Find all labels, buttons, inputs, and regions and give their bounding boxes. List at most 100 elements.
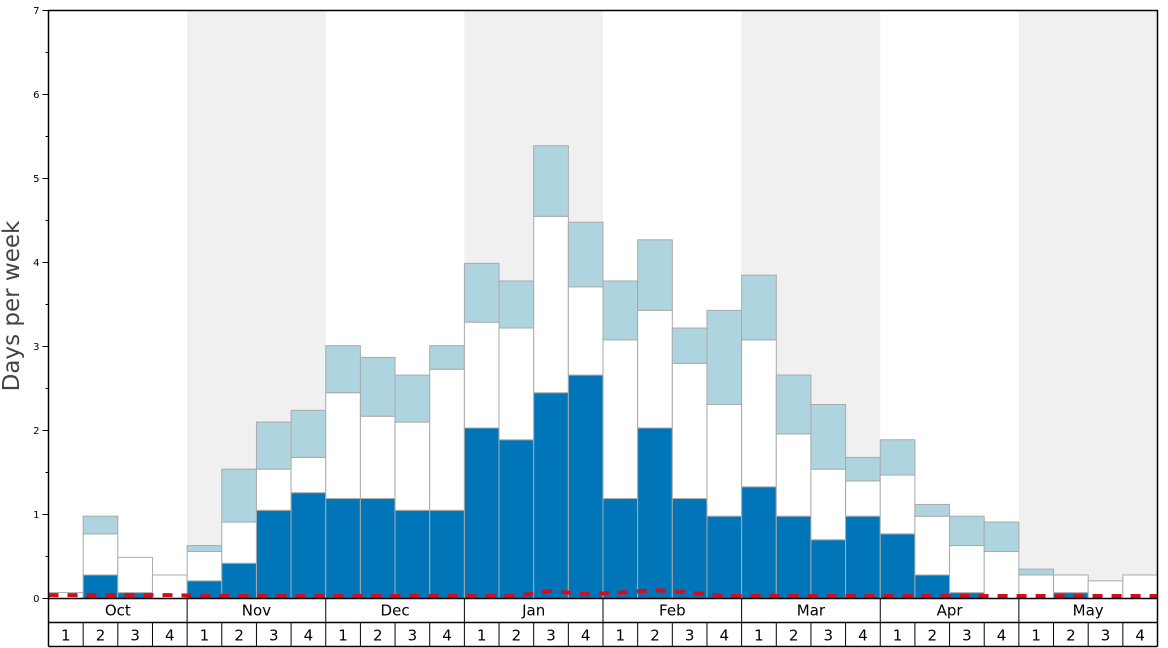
bar-segment-dark xyxy=(602,498,639,600)
bar-segment-white xyxy=(359,415,396,500)
bar-segment-white xyxy=(325,392,361,500)
bar-segment-light xyxy=(498,280,535,329)
bar-segment-light xyxy=(671,327,708,364)
bar-segment-dark xyxy=(845,515,881,599)
bar-segment-dark xyxy=(671,498,708,600)
y-axis-label: Days per week xyxy=(0,220,25,391)
bar-segment-white xyxy=(290,456,327,494)
bar-segment-white xyxy=(637,309,673,429)
bar-segment-dark xyxy=(810,539,847,600)
bar-segment-white xyxy=(533,215,569,394)
bar-segment-light xyxy=(429,345,465,370)
bar-segment-light xyxy=(602,280,639,341)
y-tick-label: 6 xyxy=(33,90,39,101)
bar-segment-dark xyxy=(741,486,777,599)
bar-segment-white xyxy=(914,515,951,576)
month-label: May xyxy=(1073,602,1104,620)
bar-segment-light xyxy=(221,468,257,523)
bar-segment-white xyxy=(498,327,535,441)
bar-segment-light xyxy=(82,515,119,535)
bar-segment-white xyxy=(983,550,1020,600)
week-label: 4 xyxy=(304,627,314,645)
bar-segment-light xyxy=(637,239,673,311)
dashed-line-layer xyxy=(48,588,1158,598)
week-label: 3 xyxy=(1101,627,1111,645)
bar-segment-light xyxy=(741,274,777,341)
month-label: Apr xyxy=(937,602,964,620)
bar-segment-dark xyxy=(359,498,396,600)
week-label: 2 xyxy=(512,627,522,645)
week-label: 4 xyxy=(581,627,591,645)
week-label: 4 xyxy=(1135,627,1145,645)
bar-segment-white xyxy=(706,403,743,517)
bar-segment-light xyxy=(1018,568,1055,576)
y-tick-label: 7 xyxy=(33,6,39,17)
axes: 0 1 2 3 4 5 6 7 Oct 1 2 3 4 Nov 1 2 3 4 Dec 1 2 3 4 Jan 1 2 3 4 Feb 1… xyxy=(33,6,1159,648)
bar-segment-light xyxy=(290,409,327,458)
month-label: Dec xyxy=(381,602,410,620)
bar-segment-light xyxy=(775,374,812,435)
week-label: 1 xyxy=(338,627,348,645)
week-label: 3 xyxy=(685,627,695,645)
month-label: Oct xyxy=(105,602,131,620)
week-label: 2 xyxy=(234,627,244,645)
week-label: 3 xyxy=(269,627,279,645)
bar-segment-white xyxy=(117,556,153,594)
week-label: 3 xyxy=(962,627,972,645)
y-tick-label: 2 xyxy=(33,426,39,437)
bar-segment-dark xyxy=(567,374,604,599)
bar-segment-white xyxy=(394,421,431,511)
bar-segment-light xyxy=(325,345,361,394)
month-label: Nov xyxy=(242,602,271,620)
week-label: 2 xyxy=(373,627,383,645)
week-label: 3 xyxy=(408,627,418,645)
week-label: 4 xyxy=(997,627,1007,645)
week-label: 3 xyxy=(823,627,833,645)
bar-segment-dark xyxy=(706,515,743,599)
bar-segment-white xyxy=(186,550,223,582)
week-label: 2 xyxy=(650,627,660,645)
bar-segment-white xyxy=(221,521,257,564)
bar-segment-white xyxy=(741,339,777,488)
month-shade-may xyxy=(1018,10,1158,599)
bar-segment-light xyxy=(186,545,223,552)
week-label: 2 xyxy=(96,627,106,645)
week-label: 1 xyxy=(754,627,764,645)
week-label: 4 xyxy=(165,627,175,645)
bar-segment-light xyxy=(810,403,847,470)
bar-segment-white xyxy=(82,533,119,576)
y-tick-label: 3 xyxy=(33,342,39,353)
week-label: 2 xyxy=(1066,627,1076,645)
bar-segment-dark xyxy=(429,509,465,599)
week-label: 3 xyxy=(130,627,140,645)
week-label: 1 xyxy=(477,627,487,645)
bar-segment-white xyxy=(463,321,500,429)
week-label: 4 xyxy=(442,627,452,645)
bar-segment-dark xyxy=(533,392,569,600)
bar-segment-white xyxy=(879,474,916,535)
bar-segment-light xyxy=(567,221,604,288)
bar-segment-dark xyxy=(637,427,673,600)
y-tick-label: 1 xyxy=(33,510,39,521)
bar-segment-light xyxy=(914,503,951,517)
week-label: 1 xyxy=(893,627,903,645)
bar-segment-light xyxy=(394,374,431,423)
bar-segment-dark xyxy=(325,498,361,600)
bar-segment-dark xyxy=(498,439,535,599)
y-tick-label: 5 xyxy=(33,174,39,185)
week-label: 2 xyxy=(789,627,799,645)
bar-segment-white xyxy=(1053,574,1089,594)
bar-segment-light xyxy=(463,262,500,323)
bar-segment-dark xyxy=(290,492,327,599)
week-label: 1 xyxy=(616,627,626,645)
bar-segment-light xyxy=(706,309,743,405)
bar-segment-light xyxy=(359,356,396,417)
bar-segment-dark xyxy=(221,562,257,599)
bar-segment-white xyxy=(949,545,985,594)
week-label: 3 xyxy=(546,627,556,645)
month-label: Mar xyxy=(797,602,826,620)
bar-segment-dark xyxy=(879,533,916,600)
week-label: 1 xyxy=(200,627,210,645)
bar-segment-white xyxy=(255,468,292,511)
